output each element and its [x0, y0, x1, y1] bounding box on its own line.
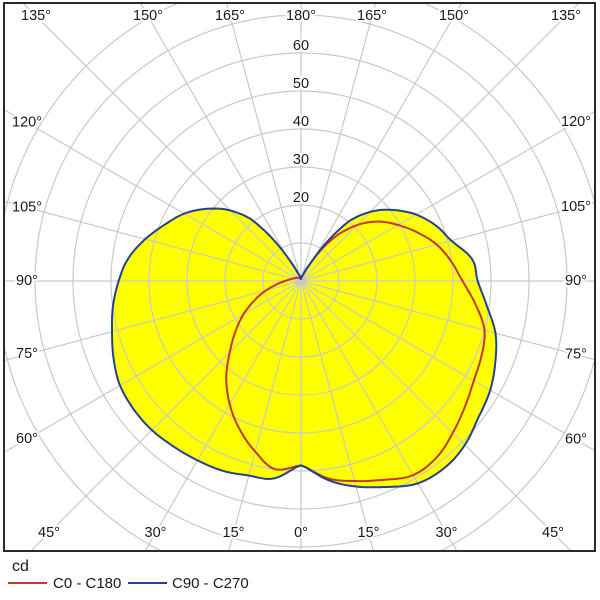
svg-text:105°: 105° — [561, 199, 591, 215]
svg-text:30: 30 — [293, 152, 309, 168]
c0-c180-line-swatch — [8, 582, 47, 584]
svg-text:15°: 15° — [223, 525, 245, 541]
legend: cd C0 - C180 C90 - C270 — [0, 554, 600, 600]
svg-text:40: 40 — [293, 114, 309, 130]
legend-label-c0-c180: C0 - C180 — [53, 575, 122, 592]
svg-text:150°: 150° — [133, 8, 163, 24]
svg-text:30°: 30° — [145, 525, 167, 541]
svg-text:50: 50 — [293, 76, 309, 92]
svg-text:120°: 120° — [12, 115, 42, 131]
svg-text:45°: 45° — [542, 525, 564, 541]
c90-c270-line-swatch — [128, 582, 167, 584]
svg-text:120°: 120° — [561, 114, 591, 130]
svg-text:60°: 60° — [565, 432, 587, 448]
svg-text:90°: 90° — [16, 273, 38, 289]
svg-text:165°: 165° — [215, 8, 245, 24]
svg-text:20: 20 — [293, 190, 309, 206]
unit-label: cd — [12, 558, 29, 575]
legend-label-c90-c270: C90 - C270 — [172, 575, 249, 592]
svg-text:165°: 165° — [357, 8, 387, 24]
svg-text:90°: 90° — [565, 273, 587, 289]
svg-text:105°: 105° — [12, 199, 42, 215]
svg-text:150°: 150° — [439, 8, 469, 24]
svg-text:60: 60 — [293, 38, 309, 54]
svg-text:60°: 60° — [16, 431, 38, 447]
svg-text:30°: 30° — [436, 525, 458, 541]
svg-text:75°: 75° — [16, 346, 38, 362]
svg-text:45°: 45° — [38, 525, 60, 541]
svg-text:180°: 180° — [286, 8, 316, 24]
svg-text:135°: 135° — [551, 8, 581, 24]
svg-text:135°: 135° — [21, 8, 51, 24]
svg-text:75°: 75° — [565, 347, 587, 363]
svg-text:15°: 15° — [358, 525, 380, 541]
svg-text:0°: 0° — [294, 525, 308, 541]
